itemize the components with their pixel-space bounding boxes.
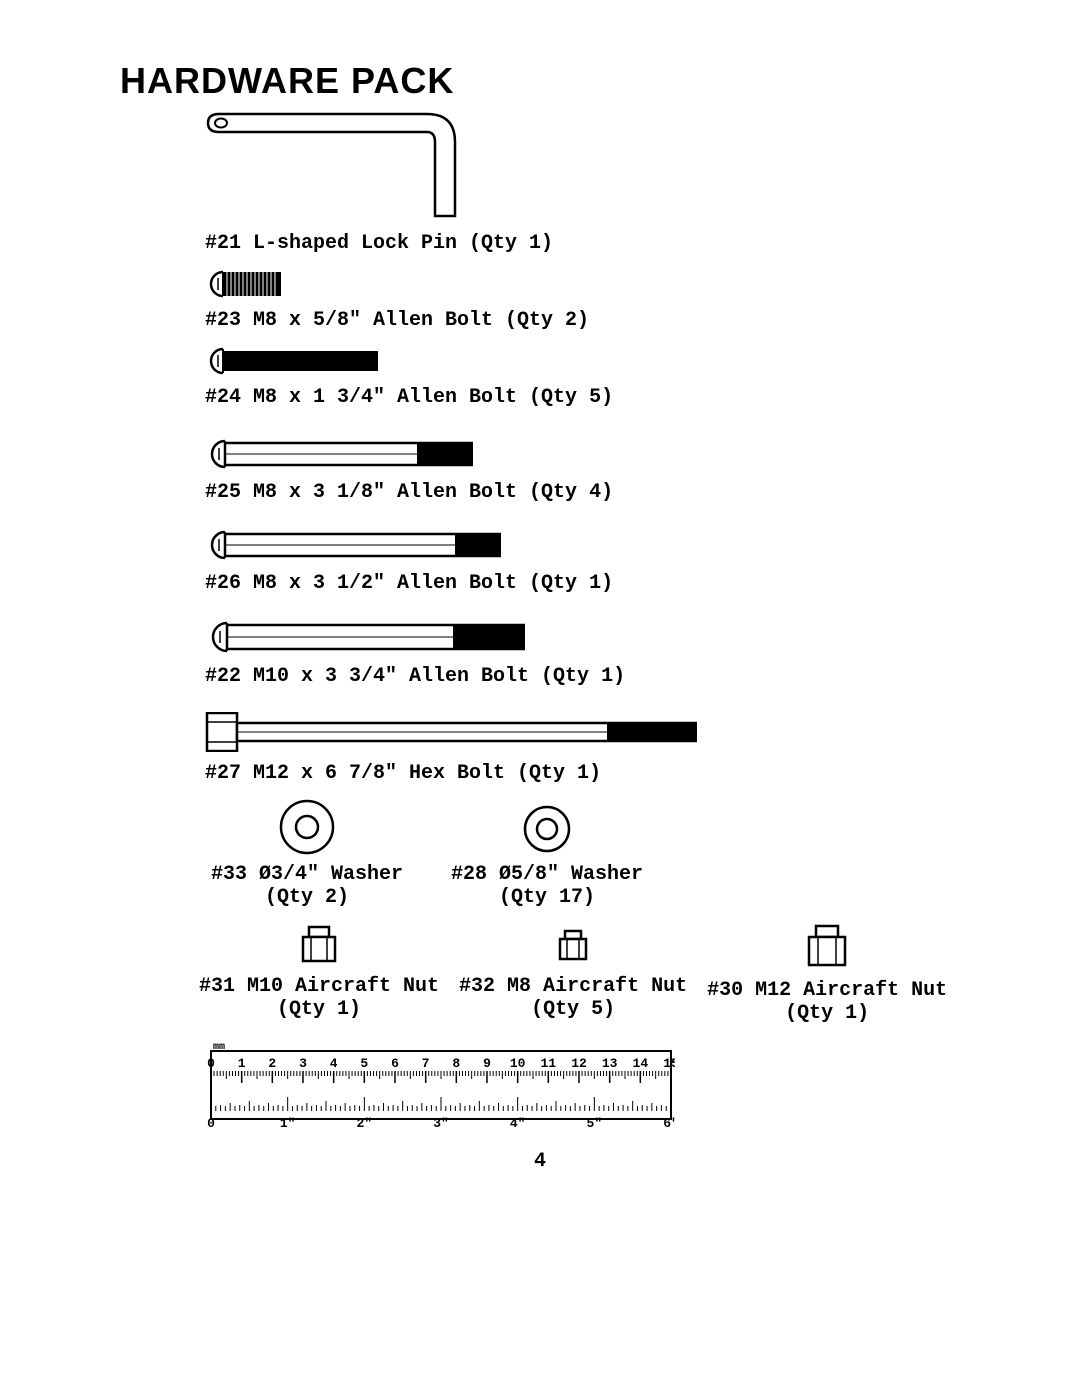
allen-bolt-icon (205, 619, 525, 655)
hex-bolt-icon (205, 712, 697, 752)
allen-bolt-icon (205, 528, 501, 562)
hardware-list: #21 L-shaped Lock Pin (Qty 1) #23 M8 x 5… (205, 110, 960, 1132)
nut-qty: (Qty 1) (199, 998, 439, 1021)
item-label: #26 M8 x 3 1/2″ Allen Bolt (Qty 1) (205, 572, 960, 595)
hardware-item-25: #25 M8 x 3 1/8″ Allen Bolt (Qty 4) (205, 437, 960, 504)
svg-text:8: 8 (452, 1056, 460, 1071)
hardware-item-22: #22 M10 x 3 3/4″ Allen Bolt (Qty 1) (205, 619, 960, 688)
item-label: #25 M8 x 3 1/8″ Allen Bolt (Qty 4) (205, 481, 960, 504)
nut-30: #30 M12 Aircraft Nut (Qty 1) (707, 923, 947, 1025)
washer-icon (519, 799, 575, 855)
item-label: #21 L-shaped Lock Pin (Qty 1) (205, 232, 960, 255)
nut-qty: (Qty 5) (459, 998, 687, 1021)
svg-text:14: 14 (633, 1056, 649, 1071)
aircraft-nut-icon (551, 923, 595, 967)
page-number: 4 (120, 1150, 960, 1173)
item-label: #23 M8 x 5/8″ Allen Bolt (Qty 2) (205, 309, 960, 332)
nut-label: #32 M8 Aircraft Nut (459, 975, 687, 998)
washer-qty: (Qty 17) (451, 886, 643, 909)
svg-text:4: 4 (330, 1056, 338, 1071)
document-page: HARDWARE PACK #21 L-shaped Lock Pin (Qty… (0, 0, 1080, 1397)
washer-qty: (Qty 2) (211, 886, 403, 909)
svg-text:13: 13 (602, 1056, 618, 1071)
item-label: #27 M12 x 6 7/8″ Hex Bolt (Qty 1) (205, 762, 960, 785)
svg-text:10: 10 (510, 1056, 526, 1071)
washer-28: #28 Ø5/8″ Washer (Qty 17) (451, 799, 643, 909)
item-label: #24 M8 x 1 3/4″ Allen Bolt (Qty 5) (205, 386, 960, 409)
svg-text:6: 6 (391, 1056, 399, 1071)
svg-text:12: 12 (571, 1056, 587, 1071)
nut-label: #31 M10 Aircraft Nut (199, 975, 439, 998)
allen-bolt-short-icon (205, 269, 283, 299)
l-pin-icon (205, 110, 465, 222)
svg-text:3″: 3″ (433, 1116, 449, 1127)
washer-icon (279, 799, 335, 855)
hardware-item-26: #26 M8 x 3 1/2″ Allen Bolt (Qty 1) (205, 528, 960, 595)
svg-text:1″: 1″ (280, 1116, 296, 1127)
svg-text:5: 5 (360, 1056, 368, 1071)
washer-33: #33 Ø3/4″ Washer (Qty 2) (211, 799, 403, 909)
svg-text:2″: 2″ (357, 1116, 373, 1127)
nut-32: #32 M8 Aircraft Nut (Qty 5) (459, 923, 687, 1025)
svg-text:15: 15 (663, 1056, 675, 1071)
hardware-item-23: #23 M8 x 5/8″ Allen Bolt (Qty 2) (205, 269, 960, 332)
svg-text:4″: 4″ (510, 1116, 526, 1127)
page-title: HARDWARE PACK (120, 60, 960, 102)
hardware-item-27: #27 M12 x 6 7/8″ Hex Bolt (Qty 1) (205, 712, 960, 785)
allen-bolt-icon (205, 437, 473, 471)
hardware-item-21: #21 L-shaped Lock Pin (Qty 1) (205, 110, 960, 255)
svg-text:2: 2 (268, 1056, 276, 1071)
svg-text:6″: 6″ (663, 1116, 675, 1127)
svg-text:0: 0 (207, 1116, 215, 1127)
svg-text:5″: 5″ (587, 1116, 603, 1127)
svg-text:0: 0 (207, 1056, 215, 1071)
ruler-icon: mm012345678910111213141501″2″3″4″5″6″ (205, 1037, 675, 1127)
svg-text:11: 11 (541, 1056, 557, 1071)
item-label: #22 M10 x 3 3/4″ Allen Bolt (Qty 1) (205, 665, 960, 688)
nuts-row: #31 M10 Aircraft Nut (Qty 1) #32 M8 Airc… (205, 923, 960, 1025)
washers-row: #33 Ø3/4″ Washer (Qty 2) #28 Ø5/8″ Washe… (205, 799, 960, 909)
ruler: mm012345678910111213141501″2″3″4″5″6″ (205, 1037, 960, 1132)
aircraft-nut-icon (297, 923, 341, 967)
allen-bolt-icon (205, 346, 380, 376)
hardware-item-24: #24 M8 x 1 3/4″ Allen Bolt (Qty 5) (205, 346, 960, 409)
nut-qty: (Qty 1) (707, 1002, 947, 1025)
nut-31: #31 M10 Aircraft Nut (Qty 1) (199, 923, 439, 1025)
washer-label: #33 Ø3/4″ Washer (211, 863, 403, 886)
svg-text:1: 1 (238, 1056, 246, 1071)
svg-text:9: 9 (483, 1056, 491, 1071)
svg-text:7: 7 (422, 1056, 430, 1071)
aircraft-nut-icon (803, 923, 851, 971)
washer-label: #28 Ø5/8″ Washer (451, 863, 643, 886)
nut-label: #30 M12 Aircraft Nut (707, 979, 947, 1002)
svg-text:3: 3 (299, 1056, 307, 1071)
